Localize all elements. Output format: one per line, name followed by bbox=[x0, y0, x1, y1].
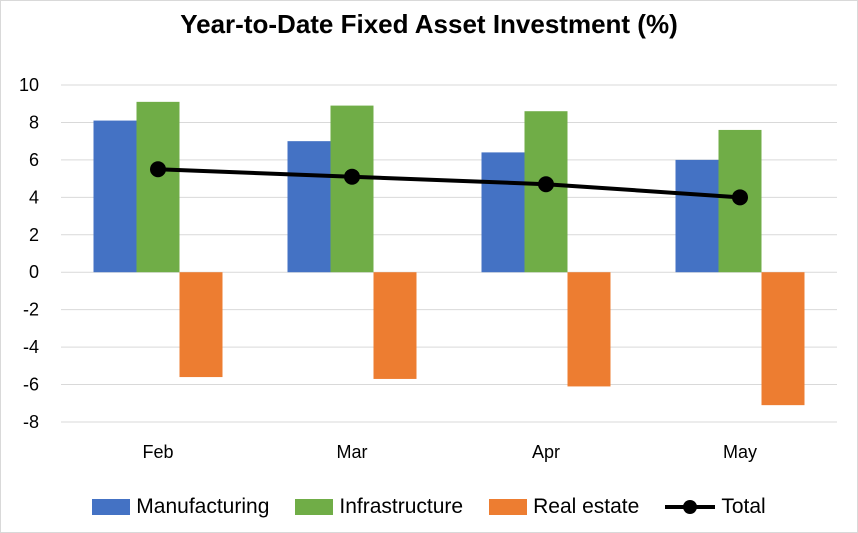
bar-real-estate bbox=[567, 272, 611, 387]
y-tick-label: 6 bbox=[29, 150, 39, 170]
bar-manufacturing bbox=[675, 159, 719, 273]
bar-real-estate bbox=[179, 272, 223, 378]
chart-title: Year-to-Date Fixed Asset Investment (%) bbox=[180, 9, 678, 39]
total-point bbox=[538, 176, 554, 193]
bar-infrastructure bbox=[136, 101, 180, 273]
x-tick-label: Apr bbox=[532, 442, 560, 462]
legend-swatch-real-estate bbox=[489, 499, 528, 515]
total-point bbox=[344, 168, 360, 185]
total-point bbox=[732, 189, 748, 206]
legend-label-total: Total bbox=[721, 495, 766, 518]
chart-legend: Manufacturing Infrastructure Real estate… bbox=[1, 495, 857, 519]
bar-infrastructure bbox=[330, 105, 374, 273]
legend-swatch-manufacturing bbox=[92, 499, 131, 515]
legend-item-total: Total bbox=[665, 495, 766, 519]
x-tick-label: Mar bbox=[337, 442, 368, 462]
bar-manufacturing bbox=[93, 120, 137, 273]
y-tick-label: -4 bbox=[23, 337, 39, 357]
legend-swatch-infrastructure bbox=[295, 499, 334, 515]
bar-manufacturing bbox=[287, 141, 331, 273]
bar-manufacturing bbox=[481, 152, 525, 273]
total-point bbox=[150, 161, 166, 178]
y-tick-label: 8 bbox=[29, 112, 39, 132]
line-series-total bbox=[157, 167, 741, 200]
legend-item-manufacturing: Manufacturing bbox=[92, 495, 269, 519]
legend-label-real-estate: Real estate bbox=[533, 495, 640, 518]
bar-real-estate bbox=[761, 272, 805, 406]
y-tick-label: 0 bbox=[29, 262, 39, 282]
legend-item-infrastructure: Infrastructure bbox=[295, 495, 463, 519]
y-tick-label: 4 bbox=[29, 187, 39, 207]
y-tick-label: 10 bbox=[19, 75, 39, 95]
legend-label-infrastructure: Infrastructure bbox=[339, 495, 464, 518]
legend-label-manufacturing: Manufacturing bbox=[136, 495, 270, 518]
x-tick-label: Feb bbox=[142, 442, 173, 462]
legend-swatch-total bbox=[665, 499, 716, 515]
y-tick-label: 2 bbox=[29, 225, 39, 245]
y-tick-label: -2 bbox=[23, 300, 39, 320]
x-tick-label: May bbox=[723, 442, 757, 462]
bar-real-estate bbox=[373, 272, 417, 379]
y-tick-label: -8 bbox=[23, 412, 39, 432]
legend-item-real-estate: Real estate bbox=[489, 495, 639, 519]
y-tick-label: -6 bbox=[23, 375, 39, 395]
